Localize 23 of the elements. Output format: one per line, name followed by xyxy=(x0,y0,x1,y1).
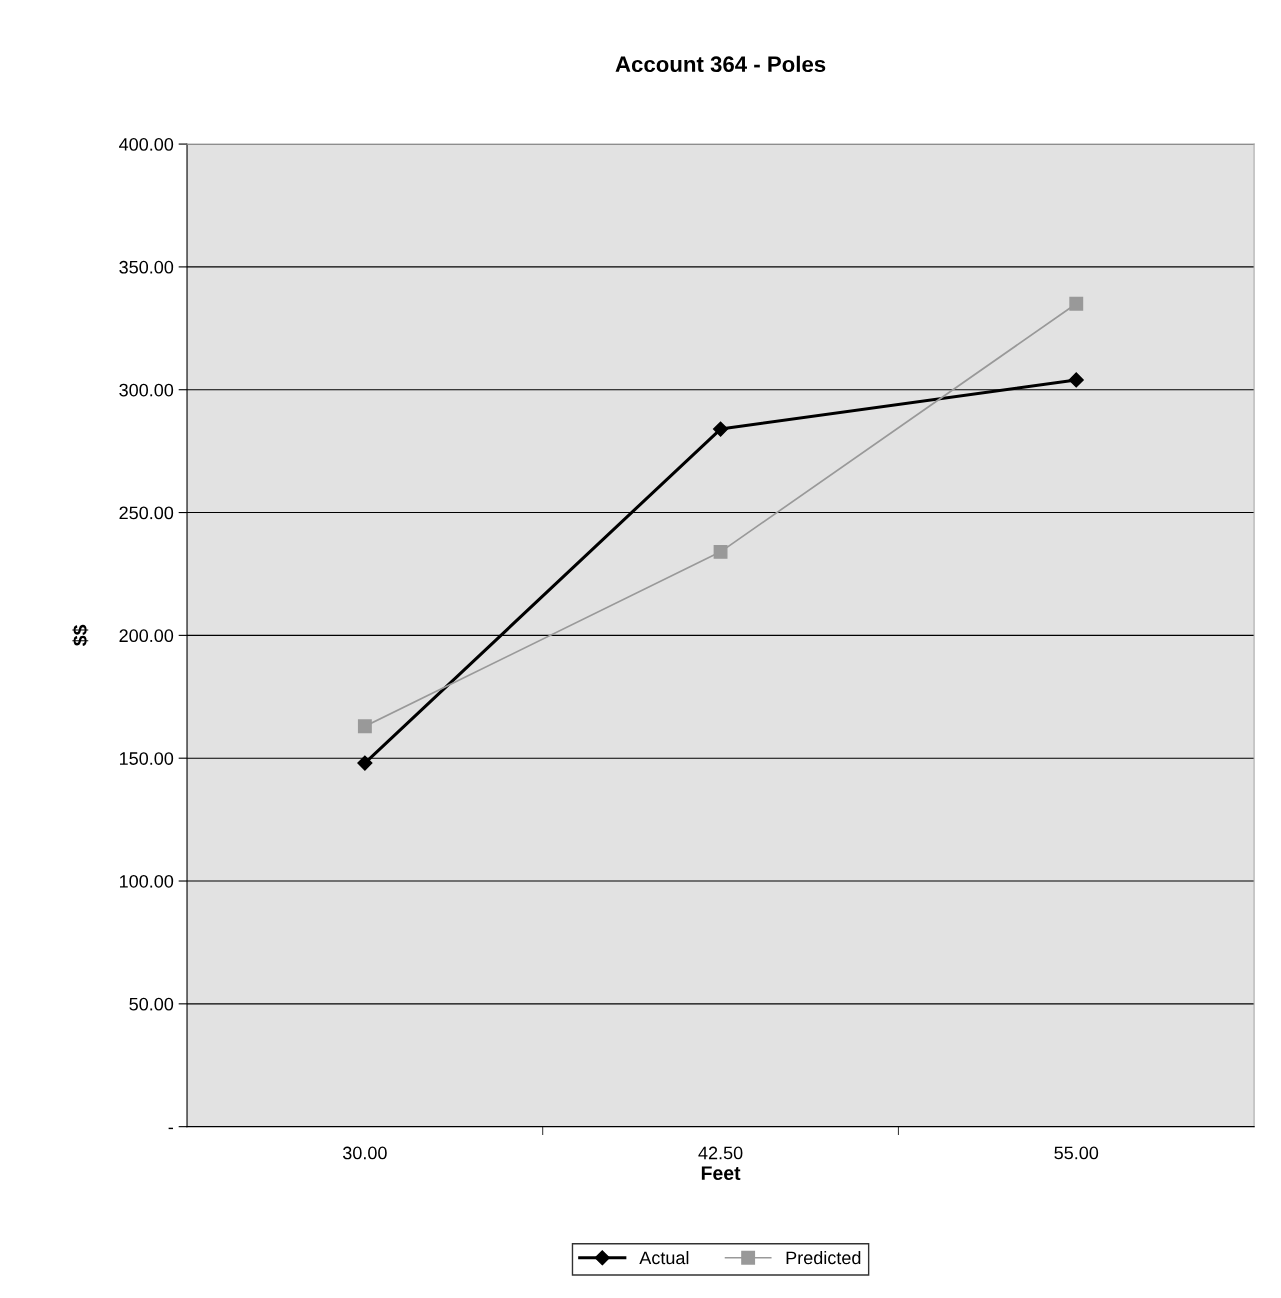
point xyxy=(713,544,728,559)
x-tick-label: 42.50 xyxy=(698,1146,743,1160)
y-tick-label: 200.00 xyxy=(119,629,174,643)
legend-label: Actual xyxy=(639,1251,689,1265)
y-tick-label: 50.00 xyxy=(129,997,174,1011)
x-tick-label: 30.00 xyxy=(342,1146,387,1160)
x-tick-label: 55.00 xyxy=(1054,1146,1099,1160)
y-tick-label: 300.00 xyxy=(119,383,174,397)
legend-label: Predicted xyxy=(786,1251,861,1265)
point xyxy=(357,719,372,734)
point xyxy=(357,755,373,771)
x-axis-title: Feet xyxy=(701,1166,741,1180)
y-axis-title: $$ xyxy=(72,624,89,646)
y-tick-label: - xyxy=(168,1127,174,1130)
point xyxy=(1069,296,1084,311)
y-tick-label: 150.00 xyxy=(119,752,174,765)
point xyxy=(1068,372,1084,388)
y-tick-label: 250.00 xyxy=(119,506,174,520)
y-tick-label: 100.00 xyxy=(119,874,174,888)
y-tick-label: 400.00 xyxy=(119,138,174,151)
chart-title: Account 364 - Poles xyxy=(615,55,826,73)
y-tick-label: 350.00 xyxy=(119,260,174,274)
point xyxy=(712,421,729,437)
